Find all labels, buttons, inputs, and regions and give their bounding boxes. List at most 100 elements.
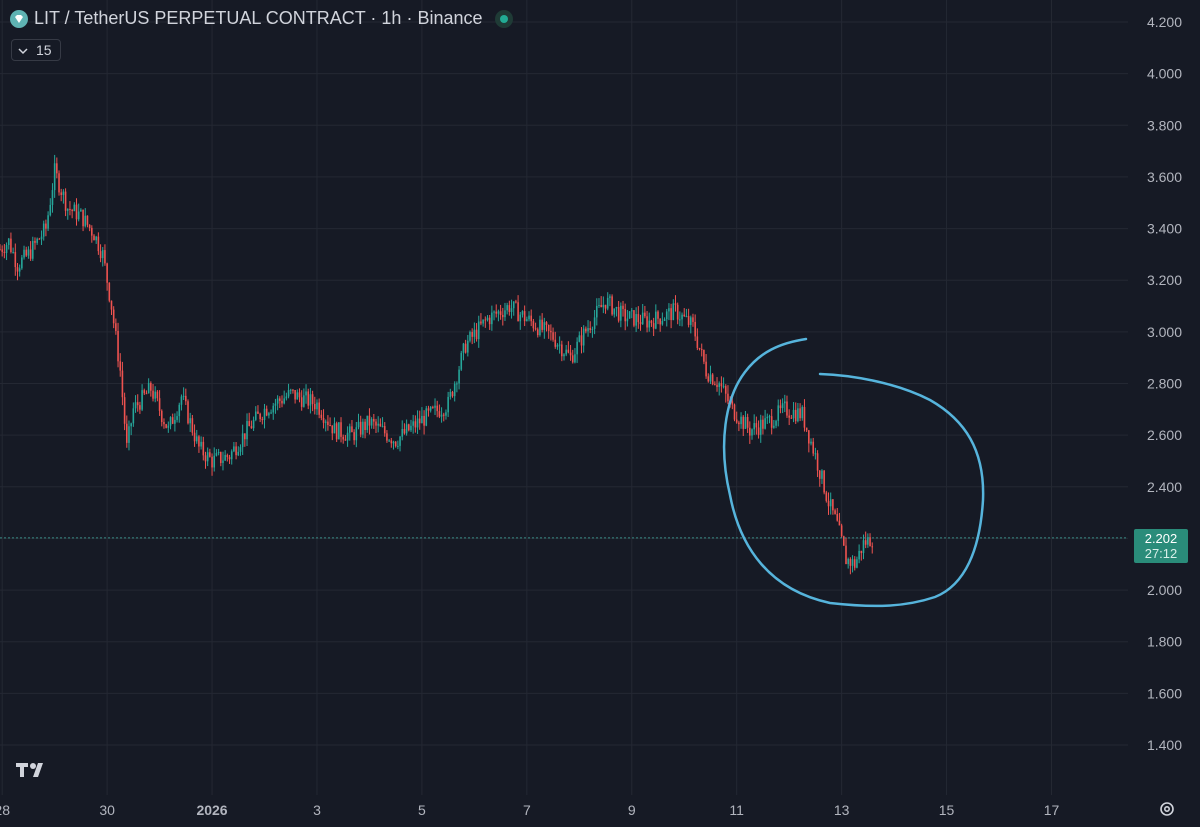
candle-body [69,208,71,210]
candle-body [447,396,449,413]
candle-body [541,319,543,330]
candle-body [821,470,823,479]
candle-body [235,446,237,456]
candle-body [123,397,126,424]
candle-body [427,408,430,411]
candle-body [99,251,102,259]
candle-body [825,492,828,501]
candle-body [493,311,495,313]
candle-body [239,447,242,452]
candle-body [213,455,216,468]
candle-body [373,419,375,422]
candle-body [845,545,847,565]
candle-body [261,419,264,421]
y-tick-label: 3.200 [1147,272,1182,288]
tradingview-logo[interactable] [16,760,50,786]
candle-body [635,314,637,326]
candle-body [5,245,8,253]
candle-body [456,383,458,385]
candle-body [230,451,233,460]
candle-body [318,402,320,415]
candle-body [491,312,493,325]
candle-body [720,383,723,387]
symbol-title[interactable]: LIT / TetherUS PERPETUAL CONTRACT · 1h ·… [34,8,483,28]
candle-body [871,546,874,548]
candle-body [751,429,753,436]
candle-body [145,393,148,395]
indicator-toggle[interactable]: 15 [11,39,61,61]
candle-body [451,391,454,397]
candle-body [185,395,187,402]
candle-body [519,314,522,322]
candle-body [110,300,113,310]
candle-body [440,414,443,417]
candle-body [252,419,255,429]
candle-body [676,304,679,320]
candle-body [770,416,773,428]
candle-body [0,249,1,251]
candle-body [246,421,248,440]
candle-body [611,296,613,315]
candle-body [397,445,399,447]
candle-body [324,421,327,423]
candle-body [661,321,664,325]
candle-body [176,416,178,420]
candle-body [718,383,721,388]
candle-body [198,436,200,447]
candle-body [381,426,384,428]
candle-body [412,421,414,426]
candle-countdown: 27:12 [1144,546,1178,561]
candle-body [200,441,202,447]
candle-body [296,392,299,400]
x-tick-label: 7 [523,802,531,818]
candle-body [445,412,447,416]
candle-body [171,417,174,424]
candle-body [683,314,686,317]
gear-icon[interactable] [1158,800,1176,818]
candle-body [646,316,648,328]
candle-body [167,425,170,428]
candle-body [665,311,668,320]
candle-body [34,240,36,243]
candle-body [530,315,533,322]
candle-body [327,421,329,425]
candle-body [272,405,275,413]
candle-body [755,423,758,428]
candle-body [410,425,412,431]
candle-body [550,330,552,333]
x-tick-label: 28 [0,802,10,818]
candle-body [53,163,56,191]
candle-body [816,453,819,471]
candle-body [117,330,119,362]
candle-body [613,308,616,315]
candle-body [414,421,417,428]
candle-body [672,303,675,321]
candle-body [222,460,224,464]
candle-body [495,311,498,314]
price-scale: 4.200 4.000 3.800 3.600 3.400 3.200 3.000 2.800… [1147,14,1182,753]
candle-body [805,427,808,431]
x-tick-label: 5 [418,802,426,818]
candle-body [860,550,863,554]
candle-body [823,470,825,493]
candle-body [101,250,104,259]
last-price-badge: 2.202 27:12 [1134,529,1188,563]
candle-body [707,376,710,382]
chart-header: LIT / TetherUS PERPETUAL CONTRACT · 1h ·… [10,8,513,29]
candle-body [497,311,500,314]
candle-body [781,403,784,409]
candle-body [158,398,161,411]
candle-body [211,456,213,468]
y-tick-label: 3.800 [1147,117,1182,133]
candle-body [814,453,817,455]
candle-body [526,319,528,322]
candle-body [449,391,452,397]
candle-body [674,303,677,305]
y-tick-label: 2.000 [1147,582,1182,598]
candle-body [407,424,410,431]
candle-body [283,398,285,404]
candle-body [14,252,17,268]
candle-body [582,328,585,346]
candle-body [799,408,801,419]
